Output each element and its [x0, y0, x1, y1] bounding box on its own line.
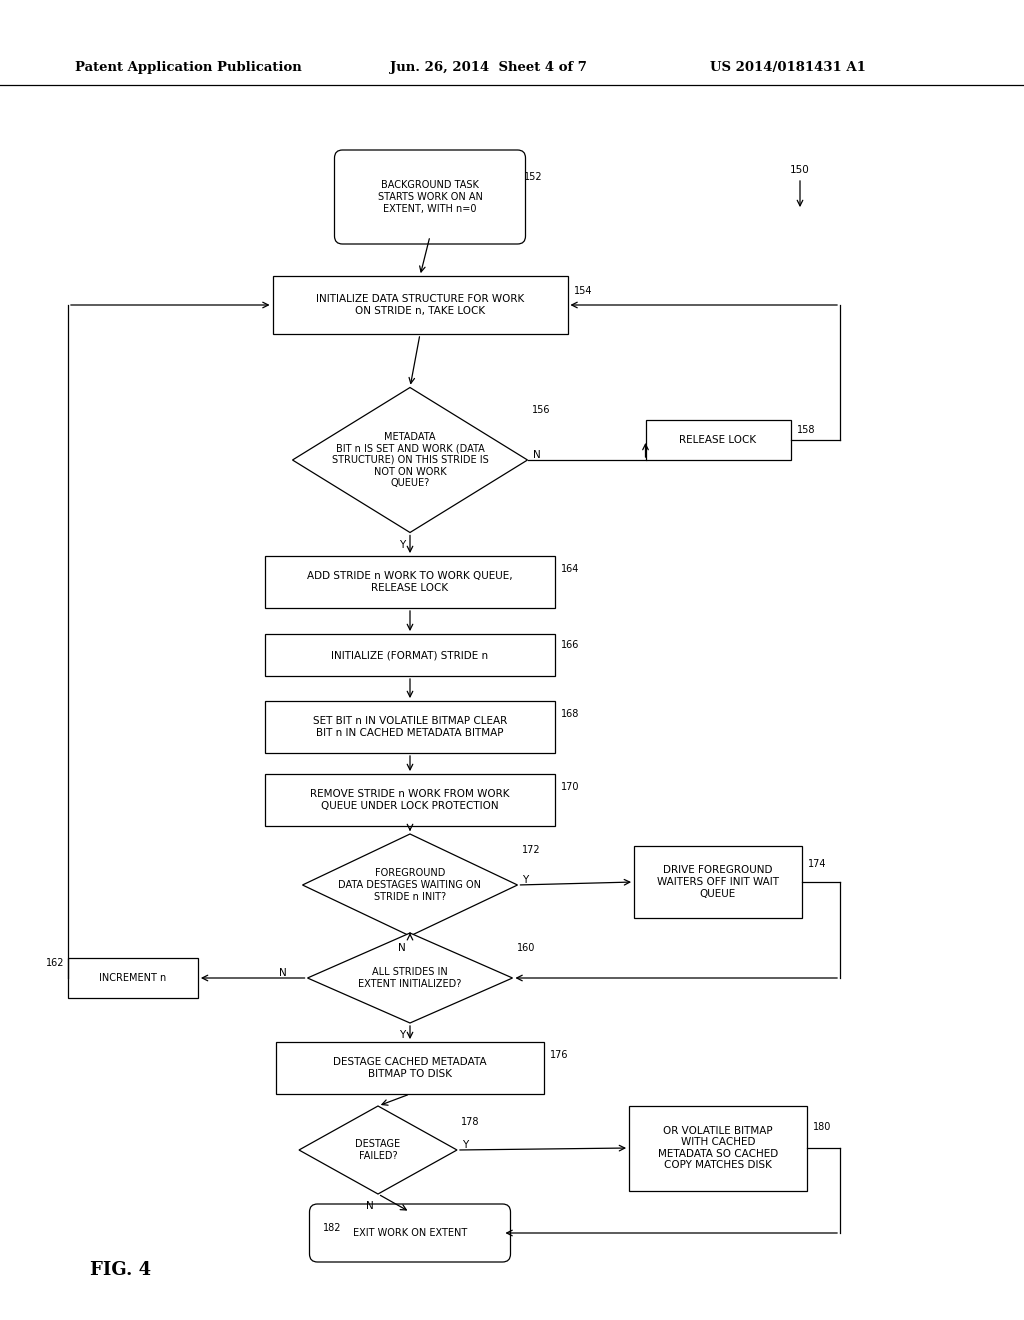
- Text: 176: 176: [550, 1049, 568, 1060]
- FancyBboxPatch shape: [265, 634, 555, 676]
- Text: 168: 168: [561, 709, 580, 719]
- Text: BACKGROUND TASK
STARTS WORK ON AN
EXTENT, WITH n=0: BACKGROUND TASK STARTS WORK ON AN EXTENT…: [378, 181, 482, 214]
- Text: 164: 164: [561, 564, 580, 574]
- Text: Jun. 26, 2014  Sheet 4 of 7: Jun. 26, 2014 Sheet 4 of 7: [390, 62, 587, 74]
- Text: 166: 166: [561, 639, 580, 649]
- Text: REMOVE STRIDE n WORK FROM WORK
QUEUE UNDER LOCK PROTECTION: REMOVE STRIDE n WORK FROM WORK QUEUE UND…: [310, 789, 510, 810]
- Text: DESTAGE
FAILED?: DESTAGE FAILED?: [355, 1139, 400, 1160]
- FancyBboxPatch shape: [629, 1106, 807, 1191]
- Text: Patent Application Publication: Patent Application Publication: [75, 62, 302, 74]
- Text: INITIALIZE (FORMAT) STRIDE n: INITIALIZE (FORMAT) STRIDE n: [332, 649, 488, 660]
- Text: US 2014/0181431 A1: US 2014/0181431 A1: [710, 62, 866, 74]
- Text: 150: 150: [790, 165, 810, 176]
- Text: FOREGROUND
DATA DESTAGES WAITING ON
STRIDE n INIT?: FOREGROUND DATA DESTAGES WAITING ON STRI…: [339, 869, 481, 902]
- Polygon shape: [302, 834, 517, 936]
- Text: Y: Y: [399, 1030, 406, 1040]
- FancyBboxPatch shape: [265, 701, 555, 752]
- Text: ALL STRIDES IN
EXTENT INITIALIZED?: ALL STRIDES IN EXTENT INITIALIZED?: [358, 968, 462, 989]
- FancyBboxPatch shape: [276, 1041, 544, 1094]
- Text: Y: Y: [522, 875, 528, 884]
- Text: 156: 156: [531, 405, 550, 414]
- Text: Y: Y: [399, 540, 406, 549]
- Text: DRIVE FOREGROUND
WAITERS OFF INIT WAIT
QUEUE: DRIVE FOREGROUND WAITERS OFF INIT WAIT Q…: [657, 866, 779, 899]
- Text: 180: 180: [813, 1122, 831, 1131]
- Text: 152: 152: [523, 173, 542, 182]
- Text: 178: 178: [461, 1117, 479, 1127]
- FancyBboxPatch shape: [634, 846, 802, 917]
- FancyBboxPatch shape: [265, 556, 555, 609]
- Text: ADD STRIDE n WORK TO WORK QUEUE,
RELEASE LOCK: ADD STRIDE n WORK TO WORK QUEUE, RELEASE…: [307, 572, 513, 593]
- Text: OR VOLATILE BITMAP
WITH CACHED
METADATA SO CACHED
COPY MATCHES DISK: OR VOLATILE BITMAP WITH CACHED METADATA …: [657, 1126, 778, 1171]
- Text: 162: 162: [45, 958, 63, 968]
- Polygon shape: [307, 933, 512, 1023]
- Text: 182: 182: [323, 1224, 341, 1233]
- FancyBboxPatch shape: [645, 420, 791, 459]
- FancyBboxPatch shape: [265, 774, 555, 826]
- FancyBboxPatch shape: [335, 150, 525, 244]
- Text: N: N: [280, 968, 288, 978]
- Text: N: N: [532, 450, 541, 459]
- Text: DESTAGE CACHED METADATA
BITMAP TO DISK: DESTAGE CACHED METADATA BITMAP TO DISK: [333, 1057, 486, 1078]
- Text: 158: 158: [797, 425, 815, 436]
- FancyBboxPatch shape: [68, 958, 198, 998]
- Text: INITIALIZE DATA STRUCTURE FOR WORK
ON STRIDE n, TAKE LOCK: INITIALIZE DATA STRUCTURE FOR WORK ON ST…: [315, 294, 524, 315]
- Polygon shape: [299, 1106, 457, 1195]
- Text: N: N: [367, 1201, 374, 1210]
- Text: EXIT WORK ON EXTENT: EXIT WORK ON EXTENT: [353, 1228, 467, 1238]
- Text: FIG. 4: FIG. 4: [90, 1261, 152, 1279]
- Text: SET BIT n IN VOLATILE BITMAP CLEAR
BIT n IN CACHED METADATA BITMAP: SET BIT n IN VOLATILE BITMAP CLEAR BIT n…: [313, 717, 507, 738]
- Text: 160: 160: [516, 942, 535, 953]
- Text: Y: Y: [462, 1140, 468, 1150]
- Text: N: N: [398, 942, 406, 953]
- Text: METADATA
BIT n IS SET AND WORK (DATA
STRUCTURE) ON THIS STRIDE IS
NOT ON WORK
QU: METADATA BIT n IS SET AND WORK (DATA STR…: [332, 432, 488, 488]
- Text: 170: 170: [561, 781, 580, 792]
- FancyBboxPatch shape: [272, 276, 567, 334]
- Text: INCREMENT n: INCREMENT n: [99, 973, 167, 983]
- Polygon shape: [293, 388, 527, 532]
- FancyBboxPatch shape: [309, 1204, 511, 1262]
- Text: 172: 172: [521, 845, 540, 855]
- Text: 154: 154: [573, 285, 592, 296]
- Text: 174: 174: [808, 859, 826, 869]
- Text: RELEASE LOCK: RELEASE LOCK: [680, 436, 757, 445]
